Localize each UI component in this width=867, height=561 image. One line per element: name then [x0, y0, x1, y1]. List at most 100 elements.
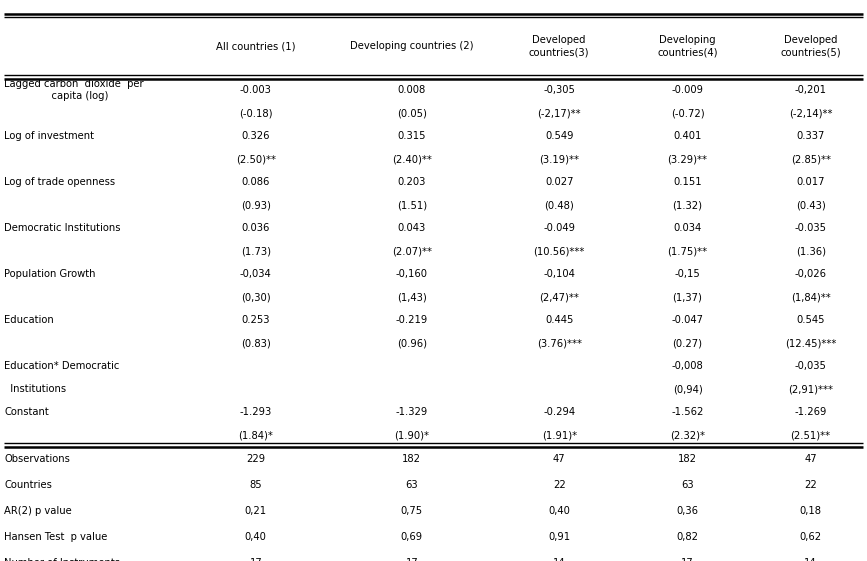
Text: (1.84)*: (1.84)* [238, 430, 273, 440]
Text: 22: 22 [805, 480, 817, 490]
Text: Constant: Constant [4, 407, 49, 417]
Text: Observations: Observations [4, 454, 70, 465]
Text: (0.05): (0.05) [397, 108, 427, 118]
Text: 14: 14 [553, 558, 565, 561]
Text: 0.036: 0.036 [242, 223, 270, 233]
Text: (1.75)**: (1.75)** [668, 246, 707, 256]
Text: AR(2) p value: AR(2) p value [4, 506, 72, 516]
Text: 14: 14 [805, 558, 817, 561]
Text: (1.91)*: (1.91)* [542, 430, 577, 440]
Text: 0,75: 0,75 [401, 506, 423, 516]
Text: (2.32)*: (2.32)* [670, 430, 705, 440]
Text: -1.562: -1.562 [671, 407, 704, 417]
Text: (0,30): (0,30) [241, 292, 271, 302]
Text: -0,034: -0,034 [240, 269, 271, 279]
Text: (2.51)**: (2.51)** [791, 430, 831, 440]
Text: (1,37): (1,37) [673, 292, 702, 302]
Text: 0.034: 0.034 [674, 223, 701, 233]
Text: Democratic Institutions: Democratic Institutions [4, 223, 121, 233]
Text: 229: 229 [246, 454, 265, 465]
Text: 0.027: 0.027 [545, 177, 573, 187]
Text: (1.73): (1.73) [241, 246, 271, 256]
Text: Developed
countries(5): Developed countries(5) [780, 35, 841, 57]
Text: (0.48): (0.48) [544, 200, 574, 210]
Text: -0,15: -0,15 [675, 269, 701, 279]
Text: (-0.18): (-0.18) [239, 108, 272, 118]
Text: Number of Instruments: Number of Instruments [4, 558, 121, 561]
Text: (2,47)**: (2,47)** [539, 292, 579, 302]
Text: -0,035: -0,035 [795, 361, 826, 371]
Text: Hansen Test  p value: Hansen Test p value [4, 532, 108, 542]
Text: 0,40: 0,40 [548, 506, 570, 516]
Text: -0.047: -0.047 [672, 315, 703, 325]
Text: (1,43): (1,43) [397, 292, 427, 302]
Text: 0,36: 0,36 [676, 506, 699, 516]
Text: -1.269: -1.269 [794, 407, 827, 417]
Text: (3.19)**: (3.19)** [539, 154, 579, 164]
Text: (2.50)**: (2.50)** [236, 154, 276, 164]
Text: (0.93): (0.93) [241, 200, 271, 210]
Text: (10.56)***: (10.56)*** [533, 246, 585, 256]
Text: 0.545: 0.545 [797, 315, 825, 325]
Text: (0.27): (0.27) [673, 338, 702, 348]
Text: (0,94): (0,94) [673, 384, 702, 394]
Text: 17: 17 [250, 558, 262, 561]
Text: 22: 22 [553, 480, 565, 490]
Text: (3.29)**: (3.29)** [668, 154, 707, 164]
Text: -0.009: -0.009 [672, 85, 703, 95]
Text: (0.83): (0.83) [241, 338, 271, 348]
Text: 0.549: 0.549 [545, 131, 573, 141]
Text: Log of investment: Log of investment [4, 131, 95, 141]
Text: -0,104: -0,104 [544, 269, 575, 279]
Text: 63: 63 [681, 480, 694, 490]
Text: Log of trade openness: Log of trade openness [4, 177, 115, 187]
Text: 0.017: 0.017 [797, 177, 825, 187]
Text: (12.45)***: (12.45)*** [785, 338, 837, 348]
Text: All countries (1): All countries (1) [216, 42, 296, 51]
Text: 0,40: 0,40 [244, 532, 267, 542]
Text: 0,18: 0,18 [799, 506, 822, 516]
Text: 17: 17 [681, 558, 694, 561]
Text: 0.445: 0.445 [545, 315, 573, 325]
Text: -0.049: -0.049 [544, 223, 575, 233]
Text: -0,008: -0,008 [672, 361, 703, 371]
Text: (-2,17)**: (-2,17)** [538, 108, 581, 118]
Text: -0.003: -0.003 [240, 85, 271, 95]
Text: Education: Education [4, 315, 54, 325]
Text: -0,026: -0,026 [795, 269, 826, 279]
Text: -0.035: -0.035 [795, 223, 826, 233]
Text: (1.90)*: (1.90)* [394, 430, 429, 440]
Text: 47: 47 [805, 454, 817, 465]
Text: 0,91: 0,91 [548, 532, 570, 542]
Text: (-2,14)**: (-2,14)** [789, 108, 832, 118]
Text: (2.40)**: (2.40)** [392, 154, 432, 164]
Text: (1.32): (1.32) [673, 200, 702, 210]
Text: 0,82: 0,82 [676, 532, 699, 542]
Text: (2,91)***: (2,91)*** [788, 384, 833, 394]
Text: (1.51): (1.51) [397, 200, 427, 210]
Text: Countries: Countries [4, 480, 52, 490]
Text: Education* Democratic: Education* Democratic [4, 361, 120, 371]
Text: (0.43): (0.43) [796, 200, 825, 210]
Text: (1.36): (1.36) [796, 246, 825, 256]
Text: 0.253: 0.253 [242, 315, 270, 325]
Text: 0,62: 0,62 [799, 532, 822, 542]
Text: 182: 182 [402, 454, 421, 465]
Text: Developed
countries(3): Developed countries(3) [529, 35, 590, 57]
Text: 0.326: 0.326 [242, 131, 270, 141]
Text: 0,21: 0,21 [244, 506, 267, 516]
Text: -1.329: -1.329 [395, 407, 428, 417]
Text: -0,201: -0,201 [795, 85, 826, 95]
Text: -0,160: -0,160 [396, 269, 427, 279]
Text: 0.151: 0.151 [673, 177, 702, 187]
Text: 85: 85 [250, 480, 262, 490]
Text: (2.85)**: (2.85)** [791, 154, 831, 164]
Text: 0.008: 0.008 [398, 85, 426, 95]
Text: 0.086: 0.086 [242, 177, 270, 187]
Text: 182: 182 [678, 454, 697, 465]
Text: (2.07)**: (2.07)** [392, 246, 432, 256]
Text: 0.203: 0.203 [398, 177, 426, 187]
Text: Population Growth: Population Growth [4, 269, 96, 279]
Text: -0,305: -0,305 [544, 85, 575, 95]
Text: 0.337: 0.337 [797, 131, 825, 141]
